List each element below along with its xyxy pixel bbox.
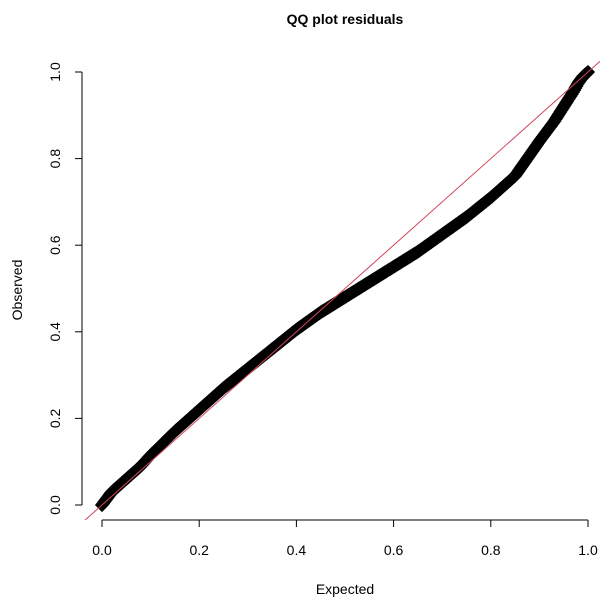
x-tick-label: 0.0 [92, 542, 112, 558]
y-tick-label: 0.8 [47, 149, 63, 169]
y-tick-label: 0.0 [47, 495, 63, 515]
x-tick-label: 0.6 [384, 542, 404, 558]
chart-title: QQ plot residuals [287, 11, 404, 27]
y-axis-label: Observed [9, 260, 25, 321]
y-tick-label: 0.2 [47, 408, 63, 428]
y-tick-label: 0.6 [47, 235, 63, 255]
x-tick-label: 0.4 [287, 542, 307, 558]
reference-line [84, 60, 600, 520]
x-tick-label: 0.8 [481, 542, 501, 558]
x-tick-label: 1.0 [578, 542, 598, 558]
y-tick-label: 0.4 [47, 322, 63, 342]
x-axis-label: Expected [316, 581, 374, 597]
y-tick-label: 1.0 [47, 62, 63, 82]
reference-line-layer [84, 60, 600, 520]
y-axis: 0.0 0.2 0.4 0.6 0.8 1.0 [47, 62, 83, 515]
data-points [94, 64, 596, 513]
x-axis: 0.0 0.2 0.4 0.6 0.8 1.0 [92, 519, 598, 558]
x-tick-label: 0.2 [189, 542, 209, 558]
